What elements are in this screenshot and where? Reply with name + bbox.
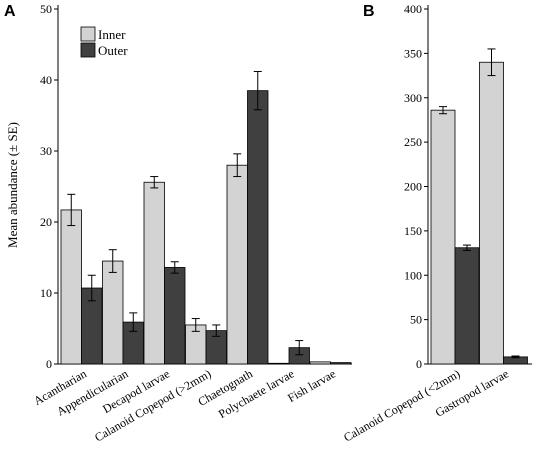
y-tick-label: 40 bbox=[40, 73, 52, 87]
bar-outer bbox=[247, 90, 269, 365]
y-tick-label: 250 bbox=[404, 135, 422, 149]
bar-inner bbox=[226, 164, 248, 365]
y-tick-label: 50 bbox=[410, 313, 422, 327]
bar-outer bbox=[164, 267, 186, 365]
y-tick-label: 20 bbox=[40, 215, 52, 229]
panel-a-label: A bbox=[4, 3, 16, 20]
bar-outer bbox=[454, 247, 480, 365]
x-tick-label: Fish larvae bbox=[285, 366, 338, 405]
y-tick-label: 350 bbox=[404, 46, 422, 60]
legend: Inner Outer bbox=[80, 26, 128, 58]
legend-swatch-outer bbox=[80, 42, 96, 58]
bar-inner bbox=[143, 181, 165, 365]
y-tick-label: 100 bbox=[404, 268, 422, 282]
bar-inner bbox=[430, 109, 456, 365]
panel-a-chart: A Mean abundance (± SE) Inner Outer 0 10 2… bbox=[4, 2, 352, 445]
bar-inner bbox=[60, 209, 82, 365]
panel-a-y-axis-title: Mean abundance (± SE) bbox=[5, 122, 20, 248]
y-tick-label: 300 bbox=[404, 91, 422, 105]
y-tick-label: 30 bbox=[40, 144, 52, 158]
y-tick-label: 400 bbox=[404, 2, 422, 16]
y-tick-label: 50 bbox=[40, 2, 52, 16]
bar-inner bbox=[479, 61, 504, 365]
panel-b-label: B bbox=[363, 3, 375, 20]
bar-outer bbox=[330, 362, 352, 365]
y-tick-label: 150 bbox=[404, 224, 422, 238]
y-tick-label: 10 bbox=[40, 286, 52, 300]
legend-label-inner: Inner bbox=[98, 27, 126, 42]
legend-label-outer: Outer bbox=[98, 43, 128, 58]
bar-inner bbox=[102, 260, 124, 365]
bar-inner bbox=[268, 362, 290, 365]
bar-inner bbox=[309, 361, 331, 365]
legend-swatch-inner bbox=[80, 26, 96, 42]
y-tick-label: 0 bbox=[416, 357, 422, 371]
y-tick-label: 200 bbox=[404, 180, 422, 194]
y-tick-label: 0 bbox=[46, 357, 52, 371]
